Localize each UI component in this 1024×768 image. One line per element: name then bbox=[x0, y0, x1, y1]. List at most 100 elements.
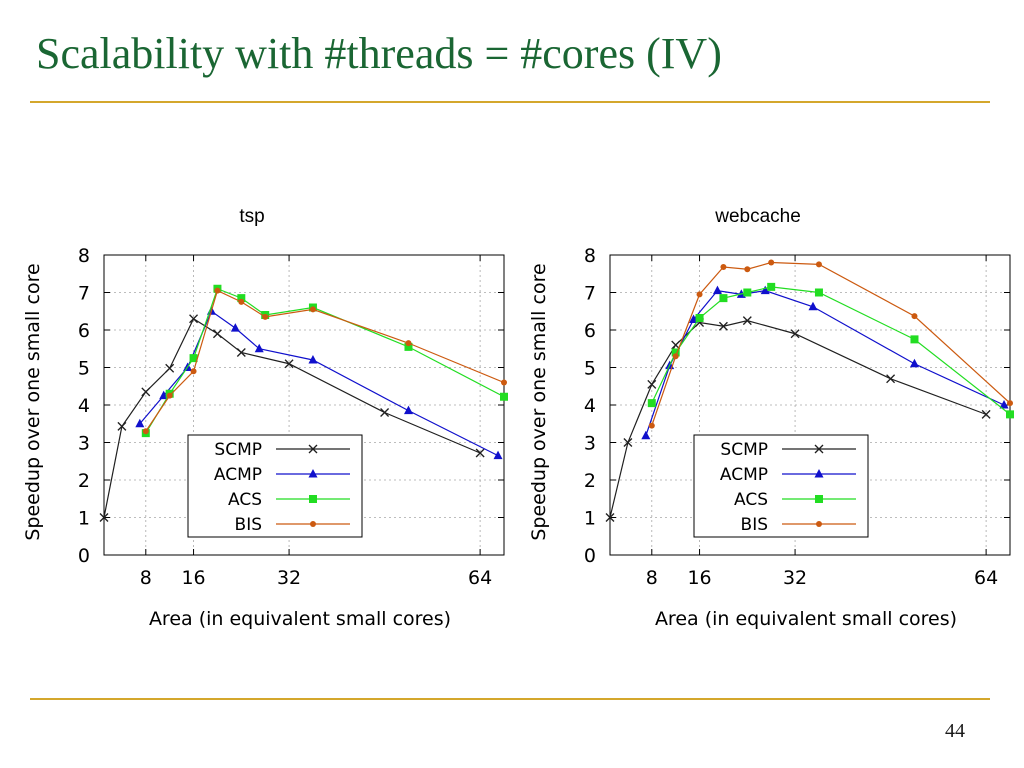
x-tick-label: 32 bbox=[783, 567, 807, 589]
data-point-acs bbox=[647, 399, 656, 408]
top-divider bbox=[30, 101, 990, 103]
legend-label-scmp: SCMP bbox=[720, 440, 768, 460]
data-point-acmp bbox=[641, 430, 651, 440]
data-point-bis bbox=[744, 266, 751, 273]
data-point-acmp bbox=[760, 285, 770, 295]
x-tick-label: 16 bbox=[687, 567, 711, 589]
data-point-scmp bbox=[623, 438, 633, 447]
series-line-acmp bbox=[139, 310, 499, 457]
legend-marker-acs bbox=[309, 495, 317, 503]
data-point-scmp bbox=[886, 374, 896, 384]
legend: SCMP ACMP ACS BIS bbox=[187, 434, 363, 538]
series-acmp bbox=[641, 285, 1009, 440]
data-point-scmp bbox=[284, 359, 294, 369]
legend-marker-scmp bbox=[308, 444, 318, 454]
legend-marker-bis bbox=[816, 521, 822, 527]
data-point-acs bbox=[671, 348, 680, 357]
legend-marker-scmp bbox=[814, 444, 824, 454]
data-point-acs bbox=[500, 392, 508, 401]
legend-label-bis: BIS bbox=[741, 515, 768, 535]
y-tick-label: 2 bbox=[584, 470, 596, 492]
y-tick-label: 8 bbox=[78, 245, 90, 267]
axes: 0 1 2 3 4 5 6 7 8 8 16 32 64 bbox=[584, 245, 1010, 589]
data-point-acs bbox=[767, 282, 776, 291]
axes: 0 1 2 3 4 5 6 7 8 8 16 32 64 bbox=[78, 245, 504, 589]
legend-marker-acmp bbox=[308, 469, 318, 478]
data-point-scmp bbox=[141, 387, 151, 397]
slide-title: Scalability with #threads = #cores (IV) bbox=[36, 29, 722, 78]
x-tick-label: 8 bbox=[140, 567, 152, 589]
legend: SCMP ACMP ACS BIS bbox=[693, 434, 869, 538]
y-tick-label: 7 bbox=[78, 283, 90, 305]
data-point-scmp bbox=[189, 314, 199, 324]
data-point-acmp bbox=[808, 301, 818, 311]
data-point-bis bbox=[309, 306, 316, 313]
y-tick-label: 5 bbox=[78, 358, 90, 380]
data-point-bis bbox=[911, 313, 918, 320]
data-point-bis bbox=[696, 291, 703, 298]
chart-svg: tsp 0 1 2 3 4 5 6 7 8 8 16 32 64 Area (in equivalent s… bbox=[22, 206, 508, 630]
y-tick-label: 2 bbox=[78, 470, 90, 492]
data-point-acmp bbox=[712, 285, 722, 295]
legend-box bbox=[693, 434, 869, 538]
data-point-bis bbox=[262, 313, 269, 320]
x-tick-label: 16 bbox=[181, 567, 205, 589]
chart-tsp: tsp 0 1 2 3 4 5 6 7 8 8 16 32 64 Area (in equivalent s… bbox=[12, 195, 512, 640]
bottom-divider bbox=[30, 698, 990, 700]
data-point-acs bbox=[695, 314, 704, 322]
data-point-acmp bbox=[909, 358, 919, 368]
data-point-acmp bbox=[308, 355, 318, 364]
data-point-scmp bbox=[790, 329, 800, 339]
chart-title: tsp bbox=[239, 206, 264, 227]
y-tick-label: 0 bbox=[584, 545, 596, 567]
data-point-scmp bbox=[475, 448, 485, 458]
legend-label-acmp: ACMP bbox=[214, 465, 262, 485]
data-point-bis bbox=[1007, 400, 1013, 407]
series-bis bbox=[648, 259, 1013, 429]
data-point-bis bbox=[405, 340, 412, 347]
y-tick-label: 6 bbox=[78, 320, 90, 342]
data-point-acs bbox=[743, 288, 752, 297]
data-point-bis bbox=[142, 428, 149, 435]
data-point-scmp bbox=[99, 513, 109, 522]
data-point-acs bbox=[719, 294, 728, 303]
series-line-acmp bbox=[645, 289, 1005, 436]
data-point-acmp bbox=[230, 323, 240, 332]
data-point-acs bbox=[237, 294, 246, 303]
data-point-acs bbox=[910, 335, 919, 344]
data-point-bis bbox=[166, 392, 173, 399]
y-tick-label: 4 bbox=[78, 395, 90, 417]
series-scmp bbox=[605, 316, 991, 522]
y-tick-label: 4 bbox=[584, 395, 596, 417]
data-point-bis bbox=[214, 287, 221, 294]
y-tick-label: 1 bbox=[78, 508, 90, 530]
data-point-bis bbox=[720, 264, 727, 270]
data-point-scmp bbox=[981, 409, 991, 419]
data-point-scmp bbox=[117, 421, 127, 431]
x-tick-label: 32 bbox=[277, 567, 301, 589]
data-point-bis bbox=[648, 422, 655, 429]
chart-webcache: webcache 0 1 2 3 4 5 6 7 8 8 16 32 64 Area (in equival… bbox=[518, 195, 1018, 640]
data-point-acs bbox=[404, 342, 413, 351]
data-point-acs bbox=[1006, 410, 1014, 419]
data-point-scmp bbox=[718, 321, 728, 331]
data-point-bis bbox=[501, 379, 507, 386]
data-point-acmp bbox=[403, 405, 413, 415]
legend-box bbox=[187, 434, 363, 538]
data-point-scmp bbox=[236, 348, 246, 357]
legend-label-acs: ACS bbox=[228, 490, 262, 510]
data-point-acmp bbox=[135, 418, 145, 428]
data-point-acmp bbox=[999, 400, 1009, 409]
data-point-scmp bbox=[212, 329, 222, 339]
y-tick-label: 3 bbox=[78, 433, 90, 455]
y-tick-label: 0 bbox=[78, 545, 90, 567]
data-point-bis bbox=[672, 353, 679, 360]
series-line-scmp bbox=[609, 320, 987, 518]
data-point-acs bbox=[814, 288, 823, 297]
x-tick-label: 64 bbox=[974, 567, 998, 589]
data-point-scmp bbox=[647, 379, 657, 389]
data-point-scmp bbox=[605, 513, 615, 522]
legend-marker-acmp bbox=[814, 469, 824, 478]
legend-label-scmp: SCMP bbox=[214, 440, 262, 460]
legend-label-bis: BIS bbox=[235, 515, 262, 535]
